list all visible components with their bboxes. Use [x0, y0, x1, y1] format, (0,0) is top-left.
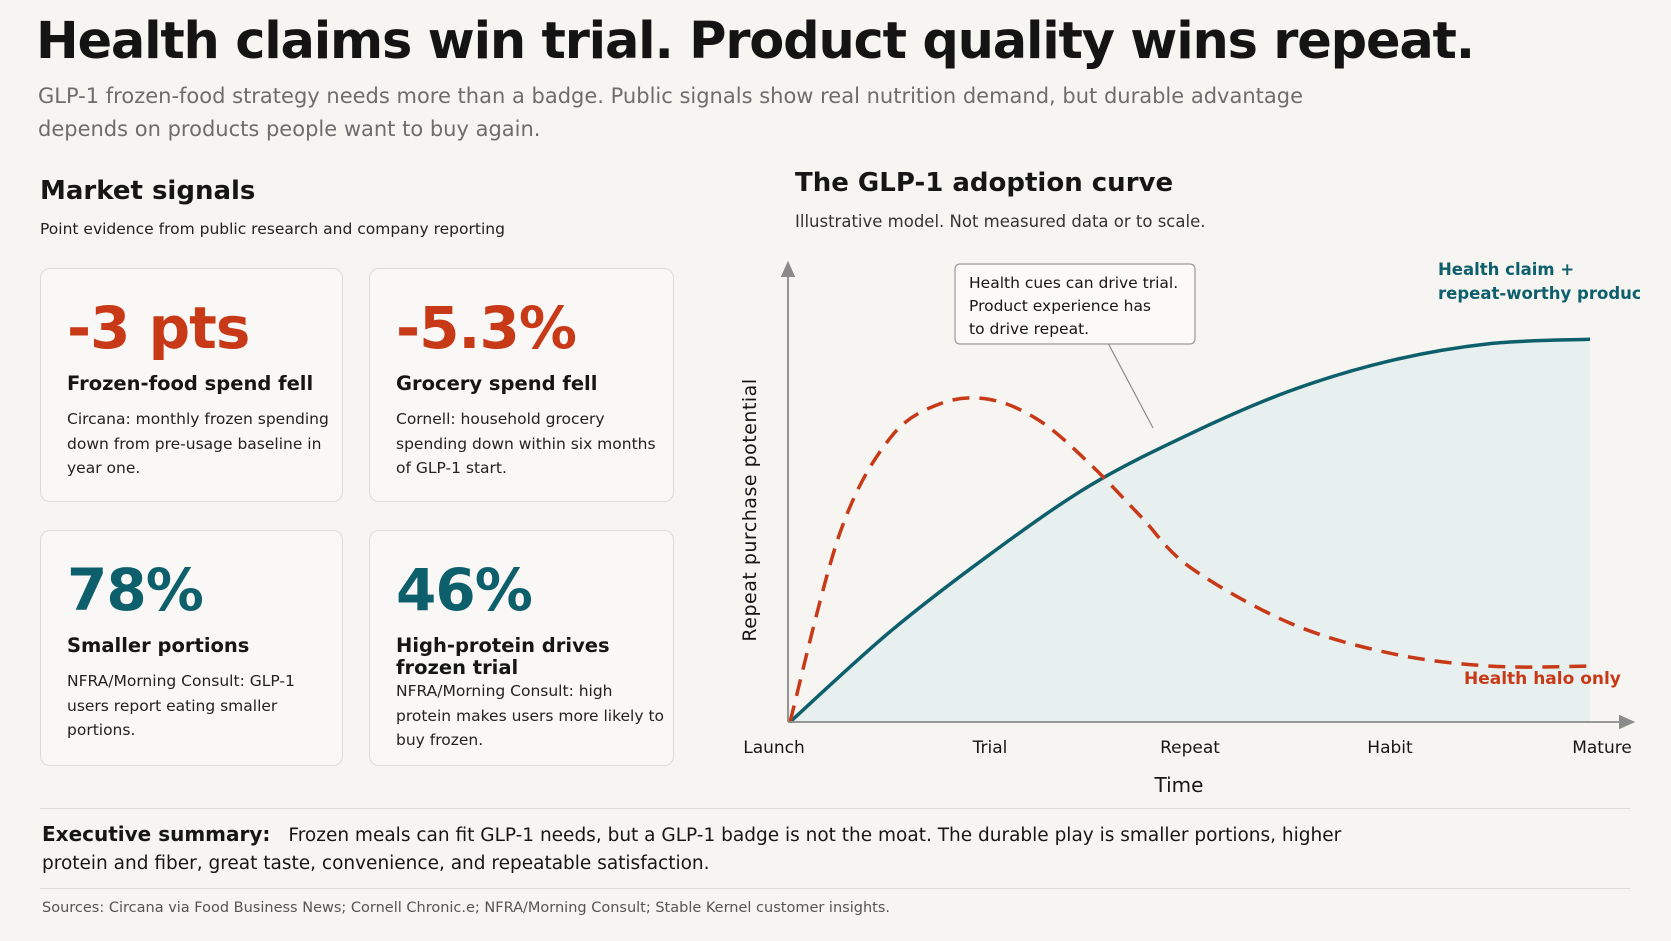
y-axis-title: Repeat purchase potential: [739, 378, 761, 641]
x-tick-label: Mature: [1572, 738, 1632, 758]
signal-card-frozen-spend: -3 pts Frozen-food spend fell Circana: m…: [40, 268, 343, 502]
quality-series-line: [788, 337, 1591, 724]
halo-series-line: [788, 396, 1591, 723]
signal-card-smaller-portions: 78% Smaller portions NFRA/Morning Consul…: [40, 530, 343, 766]
callout-line: Product experience has: [969, 297, 1151, 315]
sources-footnote: Sources: Circana via Food Business News;…: [42, 900, 890, 916]
page-subtitle: GLP-1 frozen-food strategy needs more th…: [38, 84, 1304, 141]
signal-description: Circana: monthly frozen spending down fr…: [67, 410, 329, 477]
signal-value: 46%: [396, 556, 533, 624]
halo-series-label: Health halo only: [1464, 669, 1621, 689]
signal-label: Frozen-food spend fell: [67, 372, 314, 395]
quality-series-area: [790, 339, 1590, 722]
chart-subtitle: Illustrative model. Not measured data or…: [795, 212, 1206, 231]
callout-leader: [1107, 342, 1154, 429]
executive-summary: Executive summary: Frozen meals can fit G…: [42, 820, 1342, 878]
x-tick-label: Trial: [972, 738, 1008, 758]
signal-description: NFRA/Morning Consult: GLP-1 users report…: [67, 672, 295, 739]
callout-line: Health cues can drive trial.: [969, 274, 1178, 292]
market-signals-title: Market signals: [40, 176, 256, 206]
summary-divider: [40, 808, 1630, 809]
summary-lead: Executive summary:: [42, 822, 271, 846]
chart-title: The GLP-1 adoption curve: [795, 168, 1174, 198]
signal-label: High-protein drives frozen trial: [396, 634, 610, 679]
quality-label-line: repeat-worthy product: [1438, 284, 1640, 303]
x-tick-label: Repeat: [1160, 738, 1220, 758]
signal-label: Grocery spend fell: [396, 372, 598, 395]
signal-description: NFRA/Morning Consult: high protein makes…: [396, 682, 665, 749]
x-tick-label: Habit: [1367, 738, 1413, 758]
callout-line: to drive repeat.: [969, 320, 1089, 338]
x-tick-label: Launch: [743, 738, 805, 758]
signal-description: Cornell: household grocery spending down…: [396, 410, 656, 477]
signal-value: -3 pts: [67, 294, 250, 362]
signal-value: 78%: [67, 556, 204, 624]
quality-label-line: Health claim +: [1438, 260, 1574, 279]
adoption-curve-chart: Launch Trial Repeat Habit Mature Time Repeat…: [739, 260, 1640, 797]
signal-card-grocery-spend: -5.3% Grocery spend fell Cornell: househ…: [369, 268, 674, 502]
market-signals-subtitle: Point evidence from public research and …: [40, 220, 505, 238]
sources-divider: [40, 888, 1630, 889]
x-axis-title: Time: [1154, 773, 1204, 797]
signal-card-high-protein: 46% High-protein drives frozen trial NFR…: [369, 530, 674, 766]
summary-text: Frozen meals can fit GLP-1 needs, but a …: [42, 825, 1342, 874]
callout-box: [954, 263, 1196, 345]
signal-label: Smaller portions: [67, 634, 250, 657]
page-title: Health claims win trial. Product quality…: [36, 12, 1475, 71]
signal-value: -5.3%: [396, 294, 577, 362]
quality-series-label: Health claim + repeat-worthy product: [1438, 260, 1640, 303]
callout-text: Health cues can drive trial. Product exp…: [969, 274, 1183, 338]
